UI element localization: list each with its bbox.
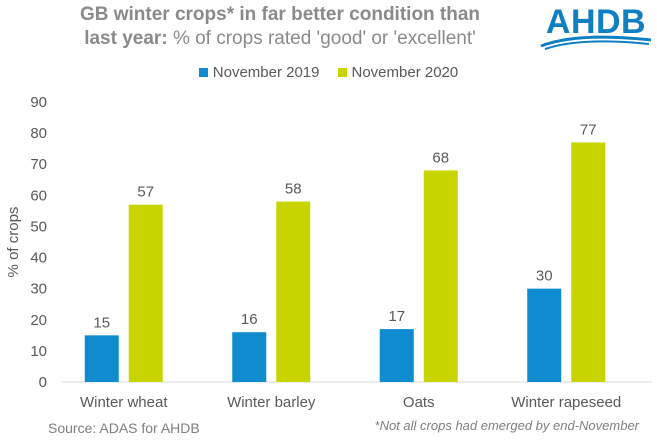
y-tick-label: 40 bbox=[30, 250, 47, 267]
y-axis-label: % of crops bbox=[5, 207, 22, 278]
data-label-2019: 30 bbox=[536, 268, 553, 285]
y-tick-label: 0 bbox=[39, 374, 47, 391]
chart-legend: November 2019 November 2020 bbox=[0, 61, 657, 83]
data-label-2020: 57 bbox=[137, 184, 154, 201]
bar-2019 bbox=[232, 332, 267, 382]
legend-item-2020: November 2020 bbox=[337, 64, 458, 81]
source-note: Source: ADAS for AHDB bbox=[48, 420, 200, 436]
y-tick-label: 90 bbox=[30, 94, 47, 111]
legend-swatch-2019 bbox=[198, 67, 208, 77]
y-tick-label: 30 bbox=[30, 281, 47, 298]
data-label-2020: 58 bbox=[285, 181, 302, 198]
y-tick-label: 10 bbox=[30, 343, 47, 360]
bar-2019 bbox=[84, 335, 119, 382]
data-label-2019: 15 bbox=[93, 314, 110, 331]
y-tick-label: 70 bbox=[30, 156, 47, 173]
footnote: *Not all crops had emerged by end-Novemb… bbox=[374, 418, 639, 433]
ahdb-logo: AHDB bbox=[537, 2, 655, 50]
legend-item-2019: November 2019 bbox=[198, 64, 320, 81]
y-tick-label: 20 bbox=[30, 312, 47, 329]
chart-title: GB winter crops* in far better condition… bbox=[20, 3, 540, 51]
x-tick-label: Winter barley bbox=[227, 394, 316, 411]
legend-swatch-2020 bbox=[337, 67, 347, 77]
logo-text: AHDB bbox=[545, 3, 647, 41]
data-label-2019: 17 bbox=[388, 308, 405, 325]
bar-2020 bbox=[571, 142, 606, 382]
x-tick-label: Winter rapeseed bbox=[511, 394, 621, 411]
data-label-2020: 77 bbox=[580, 121, 597, 138]
bar-2020 bbox=[276, 201, 311, 382]
y-tick-label: 60 bbox=[30, 187, 47, 204]
bar-2019 bbox=[527, 288, 562, 382]
bar-2019 bbox=[379, 329, 414, 382]
bar-2020 bbox=[423, 170, 458, 382]
data-label-2020: 68 bbox=[432, 149, 449, 166]
y-tick-label: 80 bbox=[30, 125, 47, 142]
y-tick-label: 50 bbox=[30, 218, 47, 235]
title-line-2: last year: % of crops rated 'good' or 'e… bbox=[84, 28, 476, 49]
bar-2020 bbox=[128, 204, 163, 382]
data-label-2019: 16 bbox=[241, 311, 258, 328]
logo-swoosh-icon bbox=[540, 35, 652, 50]
x-tick-label: Oats bbox=[403, 394, 435, 411]
x-tick-label: Winter wheat bbox=[80, 394, 168, 411]
title-line-1: GB winter crops* in far better condition… bbox=[79, 4, 481, 25]
